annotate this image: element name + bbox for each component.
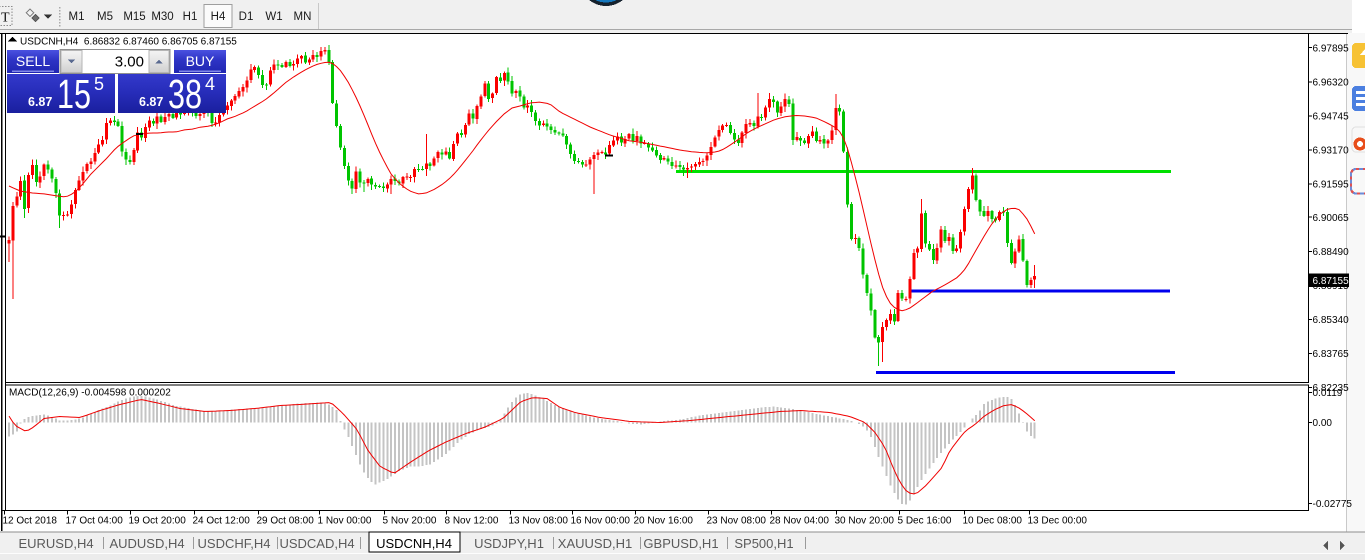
svg-text:6.88490: 6.88490 [1313,247,1350,258]
svg-text:AUDUSD,H4: AUDUSD,H4 [109,536,184,551]
svg-text:6.82235: 6.82235 [1313,383,1350,394]
svg-text:15: 15 [57,71,91,117]
svg-text:23 Nov 08:00: 23 Nov 08:00 [707,516,767,527]
svg-text:10 Dec 08:00: 10 Dec 08:00 [963,516,1023,527]
svg-text:6.87: 6.87 [28,95,52,109]
svg-text:6.87: 6.87 [139,95,163,109]
svg-text:SP500,H1: SP500,H1 [734,536,793,551]
svg-text:H1: H1 [183,11,198,23]
svg-text:5: 5 [94,74,104,94]
svg-text:13 Nov 08:00: 13 Nov 08:00 [509,516,569,527]
svg-text:6.85340: 6.85340 [1313,315,1350,326]
svg-text:H4: H4 [211,11,226,23]
svg-text:6.87155: 6.87155 [1313,276,1350,287]
svg-text:USDCNH,H4 6.86832 6.87460 6.8: USDCNH,H4 6.86832 6.87460 6.86705 6.8715… [20,37,237,48]
svg-text:6.93170: 6.93170 [1313,146,1350,157]
svg-text:38: 38 [168,71,202,117]
svg-text:M15: M15 [123,11,145,23]
svg-text:6.91595: 6.91595 [1313,180,1350,191]
svg-text:BUY: BUY [186,53,215,69]
svg-text:0.0119: 0.0119 [1313,388,1343,399]
svg-text:USDCHF,H4: USDCHF,H4 [198,536,271,551]
svg-text:D1: D1 [239,11,254,23]
svg-text:12 Oct 2018: 12 Oct 2018 [3,516,58,527]
svg-text:T: T [1,11,10,26]
svg-text:6.94745: 6.94745 [1313,112,1350,123]
svg-text:USDJPY,H1: USDJPY,H1 [474,536,544,551]
svg-text:20 Nov 16:00: 20 Nov 16:00 [634,516,694,527]
svg-text:EURUSD,H4: EURUSD,H4 [18,536,93,551]
svg-text:17 Oct 04:00: 17 Oct 04:00 [66,516,124,527]
svg-text:GBPUSD,H1: GBPUSD,H1 [643,536,718,551]
svg-text:USDCAD,H4: USDCAD,H4 [279,536,354,551]
svg-text:SELL: SELL [16,53,50,69]
svg-text:6.90065: 6.90065 [1313,213,1350,224]
svg-text:0.00: 0.00 [1313,418,1333,429]
svg-text:USDCNH,H4: USDCNH,H4 [376,536,452,551]
svg-text:6.97895: 6.97895 [1313,43,1350,54]
svg-text:6.96320: 6.96320 [1313,77,1350,88]
svg-text:13 Dec 00:00: 13 Dec 00:00 [1028,516,1088,527]
svg-text:MN: MN [294,11,312,23]
svg-text:16 Nov 00:00: 16 Nov 00:00 [571,516,631,527]
svg-text:24 Oct 12:00: 24 Oct 12:00 [193,516,251,527]
svg-text:5 Nov 20:00: 5 Nov 20:00 [383,516,437,527]
svg-text:M5: M5 [97,11,113,23]
svg-text:3.00: 3.00 [115,54,144,71]
svg-text:6.83765: 6.83765 [1313,349,1350,360]
svg-text:8 Nov 12:00: 8 Nov 12:00 [445,516,499,527]
svg-text:-0.02775: -0.02775 [1313,499,1353,510]
svg-text:19 Oct 20:00: 19 Oct 20:00 [129,516,187,527]
svg-text:4: 4 [205,74,215,94]
svg-text:M1: M1 [69,11,85,23]
svg-text:5 Dec 16:00: 5 Dec 16:00 [898,516,952,527]
svg-text:W1: W1 [265,11,282,23]
svg-text:30 Nov 20:00: 30 Nov 20:00 [835,516,895,527]
svg-text:M30: M30 [151,11,173,23]
svg-text:29 Oct 08:00: 29 Oct 08:00 [257,516,315,527]
svg-text:28 Nov 04:00: 28 Nov 04:00 [770,516,830,527]
svg-text:XAUUSD,H1: XAUUSD,H1 [558,536,632,551]
svg-text:1 Nov 00:00: 1 Nov 00:00 [318,516,372,527]
svg-text:MACD(12,26,9) -0.004598 0.0002: MACD(12,26,9) -0.004598 0.000202 [9,388,171,399]
